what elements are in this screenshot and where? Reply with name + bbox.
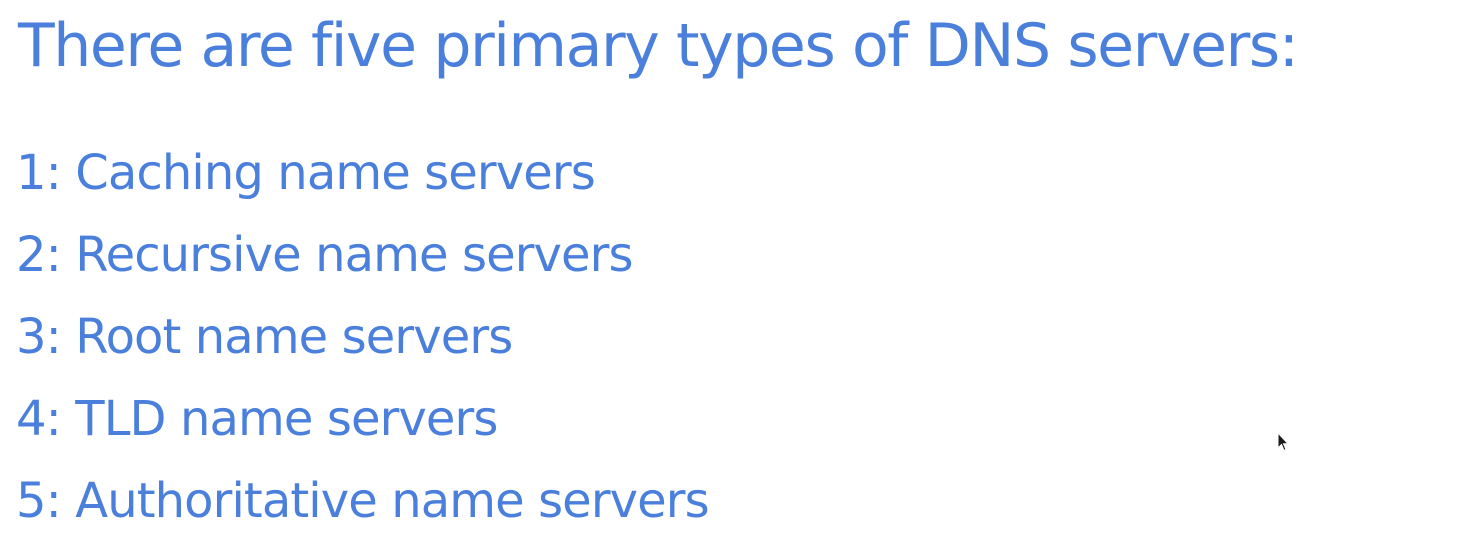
list-item: 2: Recursive name servers xyxy=(16,227,634,283)
dns-server-types-list: 1: Caching name servers 2: Recursive nam… xyxy=(16,138,710,548)
list-item: 1: Caching name servers xyxy=(16,145,596,201)
list-item: 4: TLD name servers xyxy=(16,391,498,447)
slide-title: There are five primary types of DNS serv… xyxy=(18,11,1299,81)
mouse-pointer-icon xyxy=(1277,432,1289,452)
list-item: 3: Root name servers xyxy=(16,309,513,365)
list-item: 5: Authoritative name servers xyxy=(16,473,710,529)
